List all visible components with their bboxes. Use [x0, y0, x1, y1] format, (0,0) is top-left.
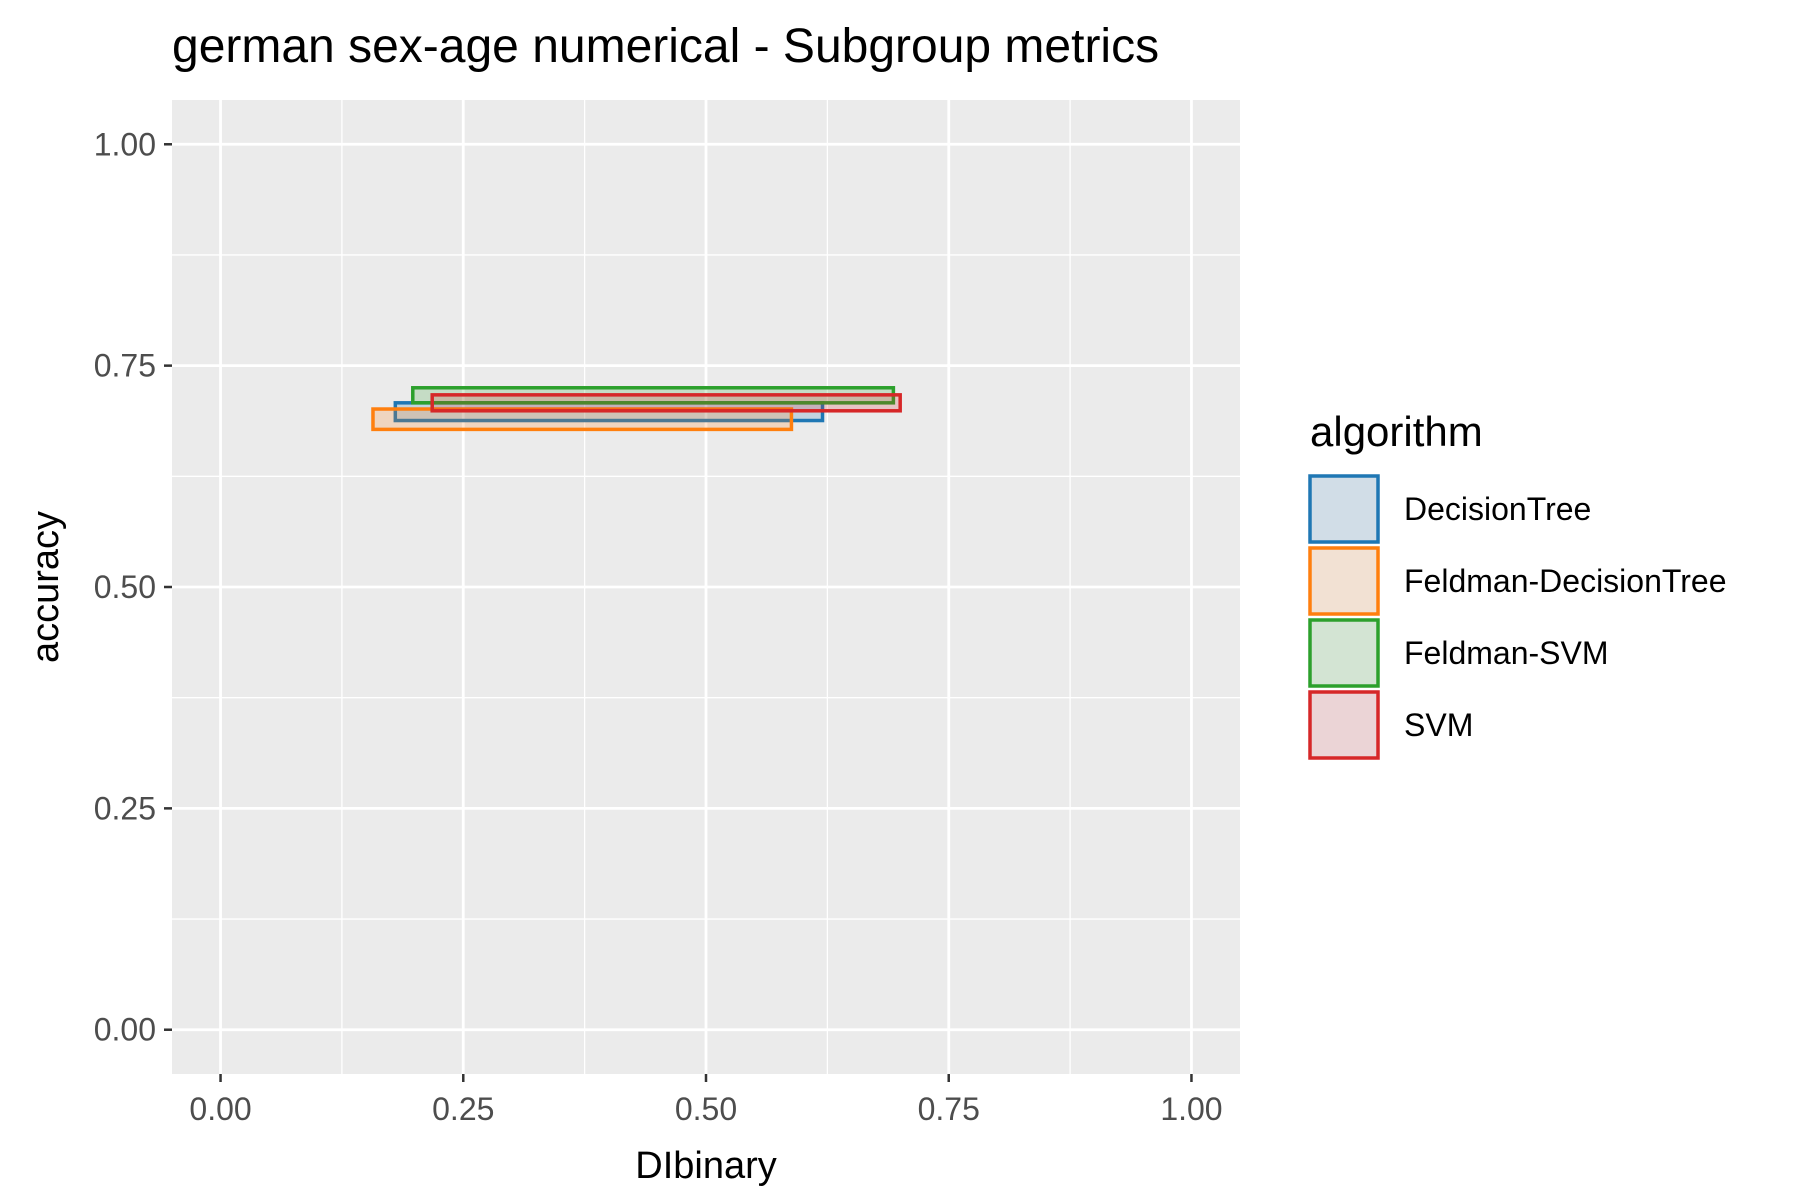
data-rectangles	[371, 386, 902, 432]
y-axis-title: accuracy	[25, 511, 67, 663]
data-rect-svm	[430, 393, 902, 413]
x-axis-title: DIbinary	[635, 1145, 777, 1187]
legend-key-decisiontree	[1308, 474, 1380, 544]
grid-lines	[172, 100, 1240, 1074]
y-tick-label: 0.75	[94, 348, 156, 384]
legend-key-svm	[1308, 690, 1380, 760]
x-axis: 0.00 0.25 0.50 0.75 1.00	[189, 1074, 1223, 1127]
legend-label-feldman-svm: Feldman-SVM	[1404, 635, 1609, 671]
chart-title: german sex-age numerical - Subgroup metr…	[172, 20, 1159, 73]
legend: algorithm DecisionTree Feldman-DecisionTr…	[1308, 408, 1726, 760]
x-tick-label: 0.75	[918, 1091, 980, 1127]
x-tick-label: 0.50	[675, 1091, 737, 1127]
y-tick-label: 0.25	[94, 790, 156, 826]
data-rect-feldman-decisiontree	[371, 407, 794, 432]
y-tick-label: 1.00	[94, 126, 156, 162]
legend-label-decisiontree: DecisionTree	[1404, 491, 1591, 527]
legend-key-feldman-svm	[1308, 618, 1380, 688]
legend-title: algorithm	[1310, 408, 1483, 455]
x-tick-label: 1.00	[1160, 1091, 1222, 1127]
legend-key-feldman-decisiontree	[1308, 546, 1380, 616]
legend-label-svm: SVM	[1404, 707, 1473, 743]
x-tick-label: 0.25	[432, 1091, 494, 1127]
legend-label-feldman-decisiontree: Feldman-DecisionTree	[1404, 563, 1726, 599]
y-tick-label: 0.50	[94, 569, 156, 605]
x-tick-label: 0.00	[189, 1091, 251, 1127]
y-axis: 0.00 0.25 0.50 0.75 1.00	[94, 126, 172, 1048]
y-tick-label: 0.00	[94, 1012, 156, 1048]
